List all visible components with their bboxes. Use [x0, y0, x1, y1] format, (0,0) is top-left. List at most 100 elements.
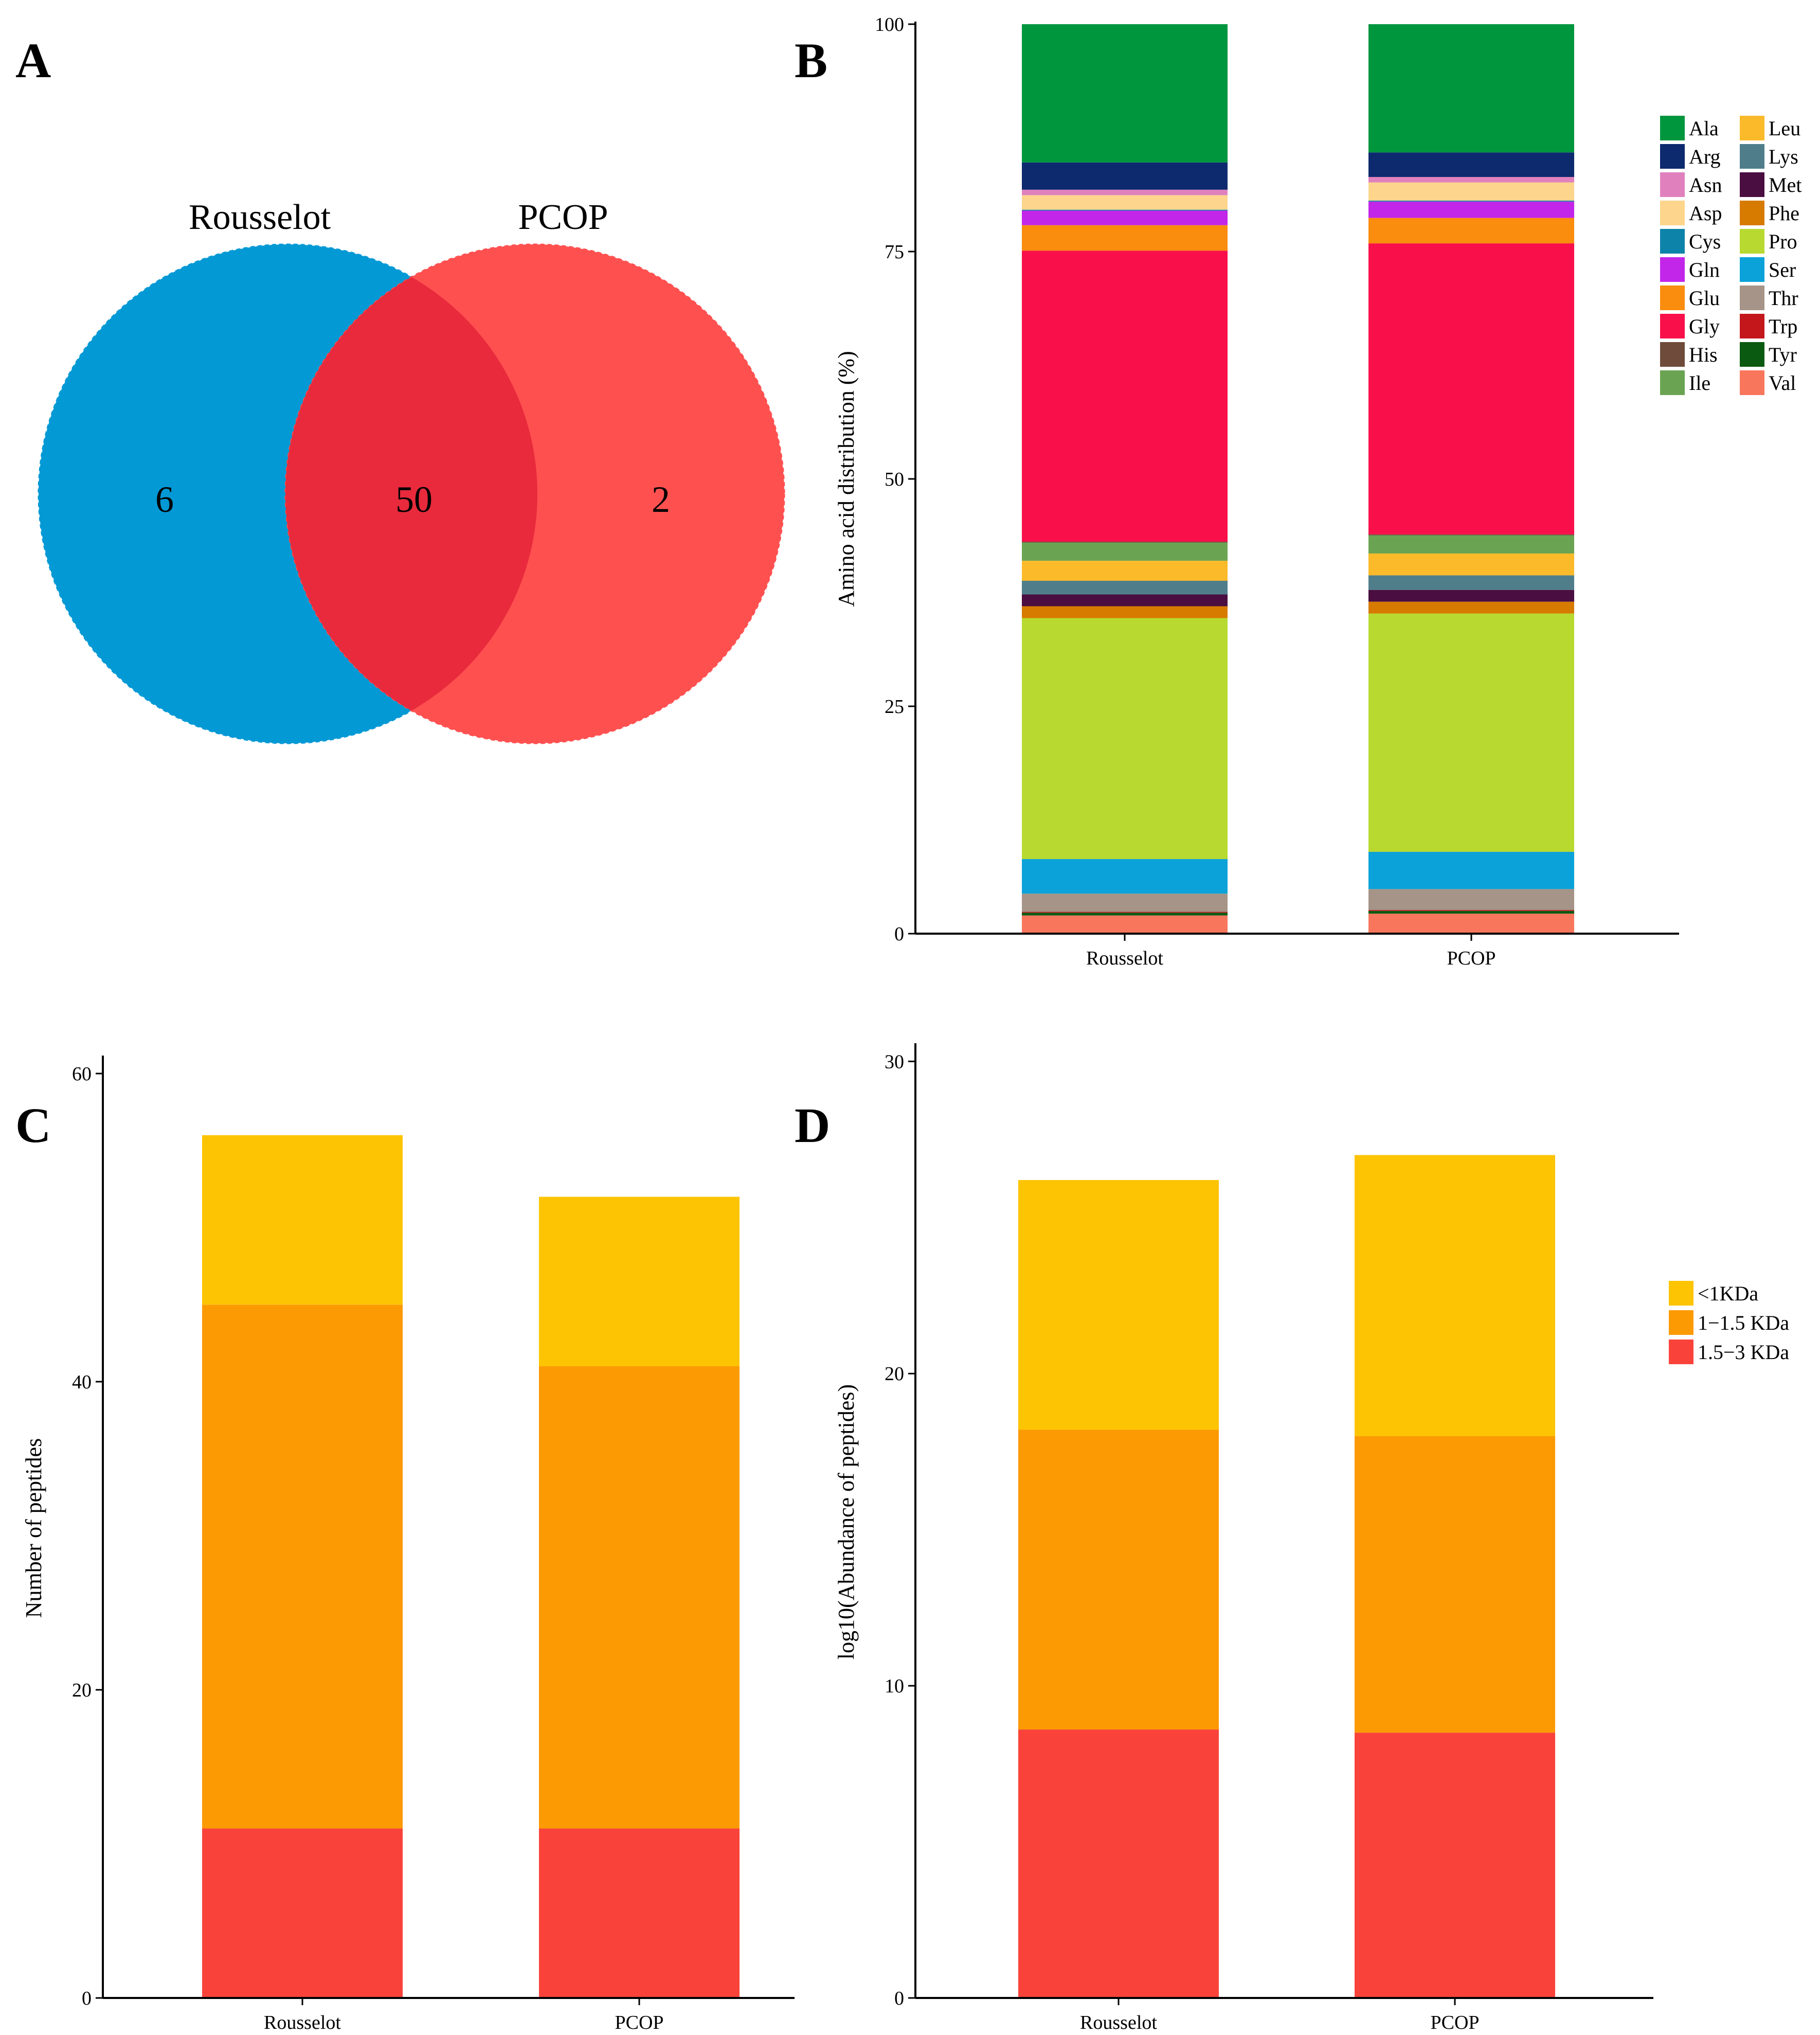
bar-c-1-2 — [539, 1197, 740, 1367]
y-tick-label-c-0: 0 — [82, 1988, 92, 2009]
bar-b-0-18 — [1022, 162, 1228, 190]
panel-letter-c: C — [15, 1098, 51, 1153]
legend-label-b-12: Met — [1769, 173, 1801, 197]
panel-letter-d: D — [795, 1098, 830, 1153]
bar-b-0-9 — [1022, 561, 1228, 581]
legend-label-d-2: 1.5−3 KDa — [1698, 1341, 1789, 1364]
bar-b-0-14 — [1022, 210, 1228, 225]
bar-c-1-0 — [539, 1828, 740, 1998]
bar-b-0-4 — [1022, 859, 1228, 894]
legend-swatch-b-1 — [1660, 144, 1685, 169]
legend-swatch-d-2 — [1669, 1340, 1693, 1364]
bar-b-1-0 — [1368, 914, 1574, 934]
bar-b-1-9 — [1368, 553, 1574, 576]
legend-label-b-6: Glu — [1689, 287, 1720, 310]
legend-label-b-13: Phe — [1769, 202, 1799, 225]
legend-swatch-b-12 — [1740, 172, 1764, 197]
legend-label-b-15: Ser — [1769, 258, 1796, 281]
venn-label-rousselot: Rousselot — [189, 198, 331, 237]
bar-d-0-1 — [1018, 1430, 1219, 1730]
bar-b-0-12 — [1022, 251, 1228, 542]
legend-label-b-5: Gln — [1689, 258, 1720, 281]
bar-b-1-7 — [1368, 590, 1574, 602]
legend-swatch-b-0 — [1660, 116, 1685, 140]
bar-d-1-0 — [1355, 1733, 1555, 1998]
y-tick-label-b-2: 50 — [885, 469, 904, 490]
legend-swatch-d-1 — [1669, 1310, 1693, 1335]
bar-b-0-0 — [1022, 915, 1228, 934]
x-tick-label-d-0: Rousselot — [1080, 2012, 1157, 2033]
bar-b-1-4 — [1368, 851, 1574, 889]
x-tick-label-c-0: Rousselot — [264, 2012, 341, 2033]
legend-swatch-b-10 — [1740, 116, 1764, 140]
venn-overlap-region — [285, 244, 537, 743]
legend-swatch-b-18 — [1740, 342, 1764, 367]
bar-b-0-5 — [1022, 618, 1228, 860]
legend-swatch-b-8 — [1660, 342, 1685, 367]
venn-label-pcop: PCOP — [518, 198, 608, 237]
bar-c-1-1 — [539, 1366, 740, 1829]
chart-c-peptide-count: 0 20 40 60 Rousselot PCOP Number of peptides — [21, 1056, 795, 2033]
legend-label-b-11: Lys — [1769, 145, 1798, 168]
bar-d-1-1 — [1355, 1436, 1555, 1733]
bar-b-0-8 — [1022, 581, 1228, 595]
legend-label-b-18: Tyr — [1769, 343, 1797, 366]
venn-count-rousselot-only: 6 — [155, 479, 174, 520]
legend-swatch-b-6 — [1660, 285, 1685, 310]
legend-label-b-14: Pro — [1769, 230, 1797, 253]
bar-d-0-0 — [1018, 1729, 1219, 1998]
legend-label-b-8: His — [1689, 343, 1718, 366]
legend-label-b-4: Cys — [1689, 230, 1721, 253]
bar-b-1-18 — [1368, 152, 1574, 177]
legend-label-b-9: Ile — [1689, 371, 1710, 395]
y-tick-label-b-4: 100 — [875, 14, 904, 35]
bar-b-0-19 — [1022, 24, 1228, 163]
bar-b-0-6 — [1022, 606, 1228, 618]
y-tick-label-d-0: 0 — [894, 1988, 904, 2009]
bar-b-0-10 — [1022, 542, 1228, 561]
bar-c-0-2 — [202, 1135, 403, 1305]
x-tick-label-d-1: PCOP — [1430, 2012, 1479, 2033]
legend-label-b-17: Trp — [1769, 315, 1797, 338]
legend-swatch-d-0 — [1669, 1281, 1693, 1306]
bar-b-1-15 — [1368, 200, 1574, 202]
bar-b-1-8 — [1368, 575, 1574, 590]
venn-diagram: Rousselot PCOP 6 50 2 — [38, 198, 785, 744]
y-tick-label-b-1: 25 — [885, 696, 904, 718]
panel-letter-b: B — [795, 33, 827, 88]
legend-swatch-b-11 — [1740, 144, 1764, 169]
legend-label-b-0: Ala — [1689, 117, 1719, 140]
y-axis-title-b: Amino acid distribution (%) — [834, 351, 859, 606]
bar-b-1-10 — [1368, 535, 1574, 554]
bar-b-1-19 — [1368, 24, 1574, 153]
legend-label-d-1: 1−1.5 KDa — [1698, 1311, 1789, 1334]
y-tick-label-d-2: 20 — [885, 1363, 904, 1385]
bar-b-1-13 — [1368, 218, 1574, 244]
legend-swatch-b-19 — [1740, 370, 1764, 395]
legend-label-d-0: <1KDa — [1698, 1282, 1758, 1305]
bar-b-1-12 — [1368, 243, 1574, 534]
bar-b-1-3 — [1368, 889, 1574, 911]
y-tick-label-c-3: 60 — [72, 1063, 92, 1085]
legend-swatch-b-9 — [1660, 370, 1685, 395]
legend-label-b-1: Arg — [1689, 145, 1720, 168]
legend-label-b-16: Thr — [1769, 287, 1798, 310]
bar-b-1-2 — [1368, 910, 1574, 911]
legend-swatch-b-5 — [1660, 257, 1685, 282]
y-tick-label-b-3: 75 — [885, 241, 904, 263]
bar-b-0-17 — [1022, 189, 1228, 195]
legend-label-b-10: Leu — [1769, 117, 1800, 140]
bar-b-1-1 — [1368, 911, 1574, 914]
x-tick-label-b-1: PCOP — [1447, 948, 1495, 969]
y-axis-title-d: log10(Abundance of peptides) — [834, 1384, 859, 1659]
bar-b-0-11 — [1022, 541, 1228, 543]
bar-b-0-2 — [1022, 912, 1228, 913]
bar-b-0-16 — [1022, 195, 1228, 210]
legend-swatch-b-16 — [1740, 285, 1764, 310]
legend-swatch-b-4 — [1660, 229, 1685, 254]
venn-count-pcop-only: 2 — [652, 479, 670, 520]
bar-b-1-6 — [1368, 601, 1574, 614]
bar-b-1-14 — [1368, 201, 1574, 218]
chart-d-peptide-abundance: 0 10 20 30 Rousselot PCOP log10(Abundance of p… — [834, 1043, 1789, 2033]
